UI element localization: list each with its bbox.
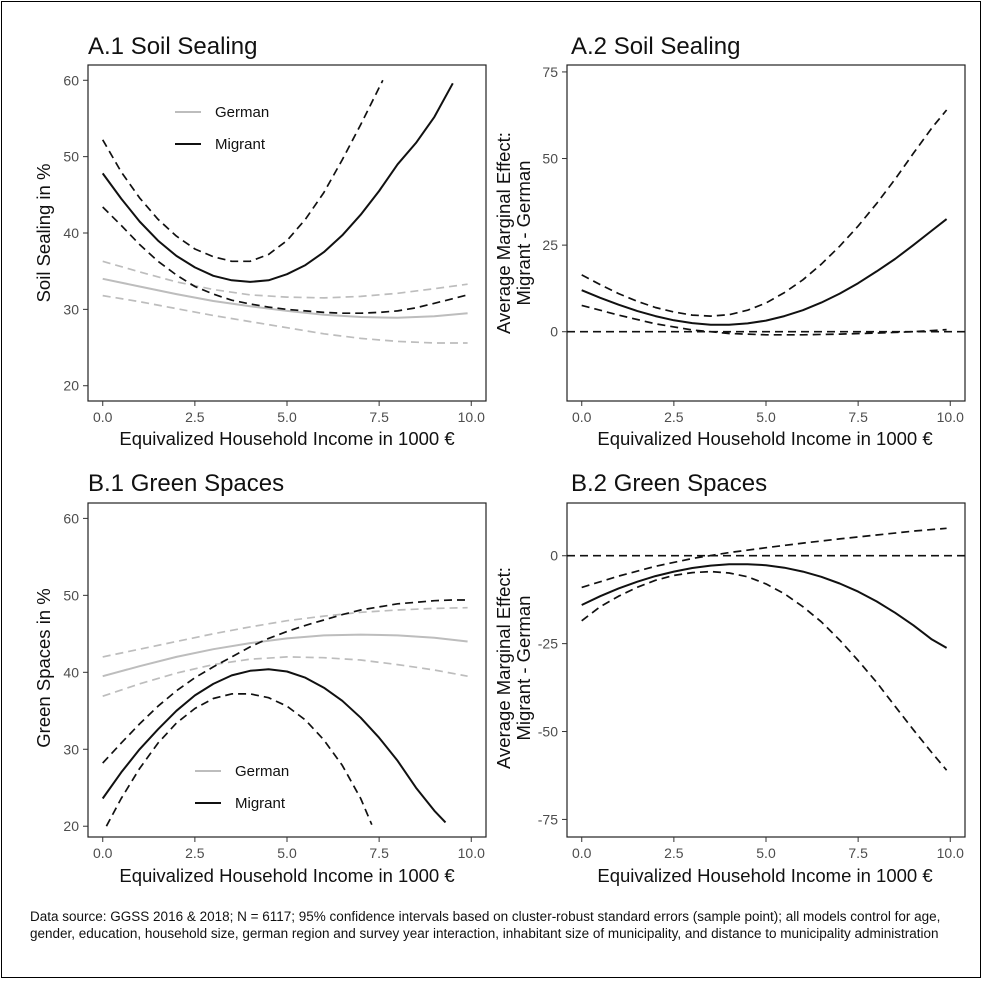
- series-line-migrant: [101, 668, 447, 824]
- y-tick-label: 50: [542, 151, 558, 167]
- legend-label-migrant: Migrant: [215, 136, 266, 153]
- x-axis-title: Equivalized Household Income in 1000 €: [119, 428, 455, 449]
- y-tick-label: 50: [63, 149, 79, 165]
- panel-title: B.2 Green Spaces: [571, 470, 767, 497]
- y-tick-label: 60: [63, 72, 79, 88]
- y-tick-label: -75: [538, 811, 558, 827]
- panel-title: A.2 Soil Sealing: [571, 33, 740, 60]
- y-axis-title: Average Marginal Effect: Migrant - Germa…: [493, 132, 534, 334]
- series-line-upper-95-ci: [581, 527, 947, 589]
- series-line-lower-95-ci: [581, 304, 947, 336]
- y-tick-label: 75: [542, 64, 558, 80]
- y-tick-label: -50: [538, 724, 558, 740]
- series-line-average-marginal-effect: [581, 218, 948, 326]
- x-tick-label: 7.5: [848, 409, 868, 425]
- y-tick-label: 0: [550, 548, 558, 564]
- series-group: [567, 527, 965, 771]
- y-axis-title: Green Spaces in %: [33, 588, 54, 747]
- series-group: [101, 599, 468, 827]
- y-axis-title: Average Marginal Effect: Migrant - Germa…: [493, 567, 534, 769]
- y-tick-label: 50: [63, 587, 79, 603]
- figure-panels: A.1 Soil Sealing Equivalized Household I…: [33, 33, 966, 886]
- x-tick-label: 5.0: [277, 409, 297, 425]
- x-tick-label: 5.0: [277, 845, 297, 861]
- y-tick-label: 30: [63, 301, 79, 317]
- panel-b1: B.1 Green Spaces Equivalized Household I…: [33, 470, 487, 886]
- series-line-lower-95-ci: [581, 570, 948, 771]
- x-tick-label: 0.0: [93, 409, 113, 425]
- x-tick-label: 10.0: [937, 845, 964, 861]
- series-line-upper-95-ci: [581, 109, 948, 317]
- plot-area: [566, 64, 966, 402]
- legend-label-german: German: [235, 763, 289, 780]
- x-tick-label: 2.5: [664, 845, 684, 861]
- series-group: [101, 79, 468, 344]
- series-line-german-lower-95-ci: [102, 656, 468, 698]
- series-line-migrant: [101, 82, 454, 283]
- y-axis-title-line-2: Migrant - German: [513, 161, 534, 306]
- x-tick-label: 0.0: [572, 409, 592, 425]
- series-line-migrant-upper-95-ci: [102, 599, 468, 764]
- y-tick-label: 25: [542, 237, 558, 253]
- x-tick-label: 5.0: [756, 845, 776, 861]
- legend-label-german: German: [215, 104, 269, 121]
- x-tick-label: 2.5: [185, 845, 205, 861]
- series-line-german-upper-95-ci: [102, 606, 468, 658]
- plot-area: [87, 64, 487, 402]
- y-axis-title-line-1: Average Marginal Effect:: [493, 567, 514, 769]
- plot-area: [87, 502, 487, 838]
- series-line-average-marginal-effect: [581, 563, 948, 649]
- series-line-migrant-lower-95-ci: [102, 206, 468, 315]
- legend-label-migrant: Migrant: [235, 795, 286, 812]
- series-line-migrant-lower-95-ci: [105, 693, 373, 827]
- y-tick-label: 40: [63, 664, 79, 680]
- x-tick-label: 0.0: [93, 845, 113, 861]
- figure-caption: Data source: GGSS 2016 & 2018; N = 6117;…: [30, 909, 941, 941]
- x-tick-label: 10.0: [458, 845, 485, 861]
- series-line-migrant-upper-95-ci: [101, 79, 384, 263]
- x-tick-label: 2.5: [664, 409, 684, 425]
- legend: German Migrant: [175, 104, 269, 153]
- y-axis-title-line-1: Average Marginal Effect:: [493, 132, 514, 334]
- x-axis-title: Equivalized Household Income in 1000 €: [119, 865, 455, 886]
- x-tick-label: 7.5: [848, 845, 868, 861]
- x-axis-title: Equivalized Household Income in 1000 €: [597, 865, 933, 886]
- plot-area: [566, 502, 966, 838]
- x-tick-label: 7.5: [369, 409, 389, 425]
- panel-a1: A.1 Soil Sealing Equivalized Household I…: [33, 33, 487, 449]
- x-tick-label: 0.0: [572, 845, 592, 861]
- x-tick-label: 10.0: [458, 409, 485, 425]
- x-tick-label: 2.5: [185, 409, 205, 425]
- series-line-german-upper-95-ci: [102, 260, 468, 299]
- y-tick-label: 20: [63, 378, 79, 394]
- y-tick-label: 30: [63, 741, 79, 757]
- panel-b2: B.2 Green Spaces Equivalized Household I…: [493, 470, 966, 886]
- series-line-german: [102, 277, 468, 319]
- panel-a2: A.2 Soil Sealing Equivalized Household I…: [493, 33, 966, 449]
- y-axis-title-line-2: Migrant - German: [513, 596, 534, 741]
- y-tick-label: 40: [63, 225, 79, 241]
- panel-title: A.1 Soil Sealing: [88, 33, 257, 60]
- panel-title: B.1 Green Spaces: [88, 470, 284, 497]
- y-axis-title: Soil Sealing in %: [33, 164, 54, 303]
- y-tick-label: 20: [63, 818, 79, 834]
- series-group: [567, 109, 965, 336]
- series-line-german: [102, 633, 468, 678]
- y-tick-label: 0: [550, 324, 558, 340]
- x-tick-label: 10.0: [937, 409, 964, 425]
- x-axis-title: Equivalized Household Income in 1000 €: [597, 428, 933, 449]
- y-tick-label: 60: [63, 510, 79, 526]
- x-tick-label: 5.0: [756, 409, 776, 425]
- x-tick-label: 7.5: [369, 845, 389, 861]
- y-tick-label: -25: [538, 636, 558, 652]
- legend: German Migrant: [195, 763, 289, 812]
- series-line-german-lower-95-ci: [102, 294, 468, 344]
